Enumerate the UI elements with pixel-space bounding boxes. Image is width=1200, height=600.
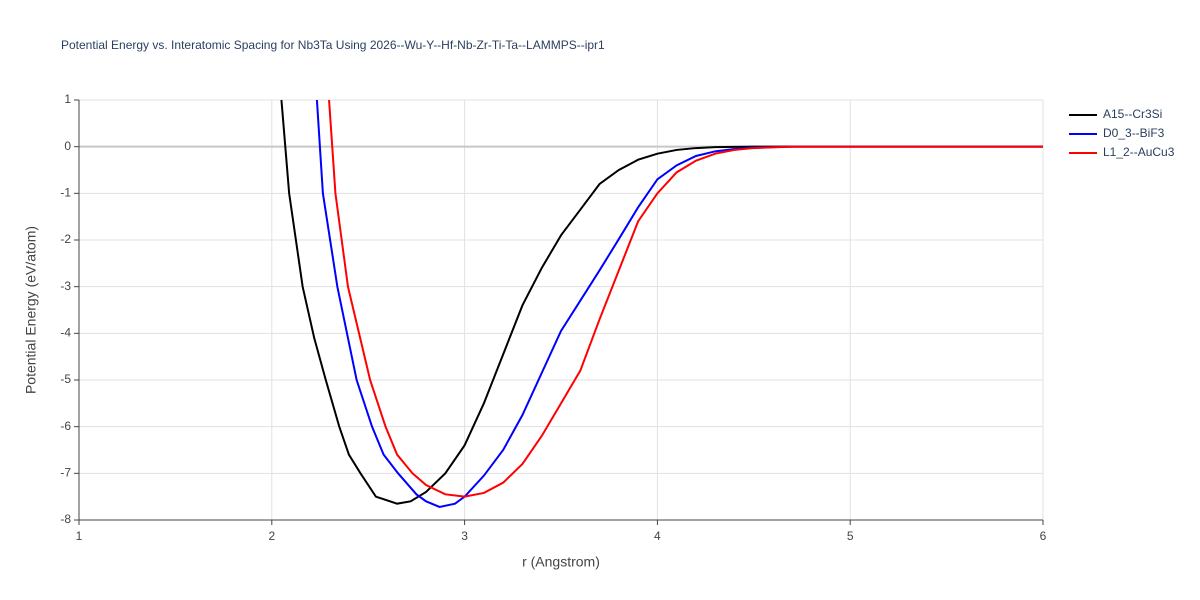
chart-title: Potential Energy vs. Interatomic Spacing… [61,38,605,52]
axes: 1 2 3 4 5 6 -8 -7 -6 -5 -4 -3 -2 -1 0 1 [60,92,1046,543]
x-tick-label: 4 [654,529,661,543]
x-tick-label: 2 [268,529,275,543]
y-tick-label: -7 [60,466,71,480]
x-tick-label: 1 [76,529,83,543]
series-line [328,100,1043,498]
y-tick-label: -3 [60,279,71,293]
plot-area [280,100,1043,508]
x-tick-label: 3 [461,529,468,543]
grid [78,99,1044,521]
x-tick-label: 6 [1040,529,1047,543]
series-line [280,100,1043,505]
legend: A15--Cr3Si D0_3--BiF3 L1_2--AuCu3 [1069,107,1175,159]
y-axis-title: Potential Energy (eV/atom) [23,226,39,394]
y-tick-label: -8 [60,512,71,526]
y-tick-label: -2 [60,232,71,246]
x-axis-title: r (Angstrom) [522,554,600,570]
y-tick-label: -6 [60,419,71,433]
legend-label: D0_3--BiF3 [1103,126,1165,140]
y-tick-label: -5 [60,372,71,386]
y-tick-label: -1 [60,186,71,200]
series-line [315,100,1043,508]
y-tick-label: -4 [60,326,71,340]
y-tick-label: 0 [64,139,71,153]
y-tick-label: 1 [64,92,71,106]
legend-label: L1_2--AuCu3 [1103,145,1175,159]
legend-label: A15--Cr3Si [1103,107,1162,121]
x-tick-label: 5 [847,529,854,543]
